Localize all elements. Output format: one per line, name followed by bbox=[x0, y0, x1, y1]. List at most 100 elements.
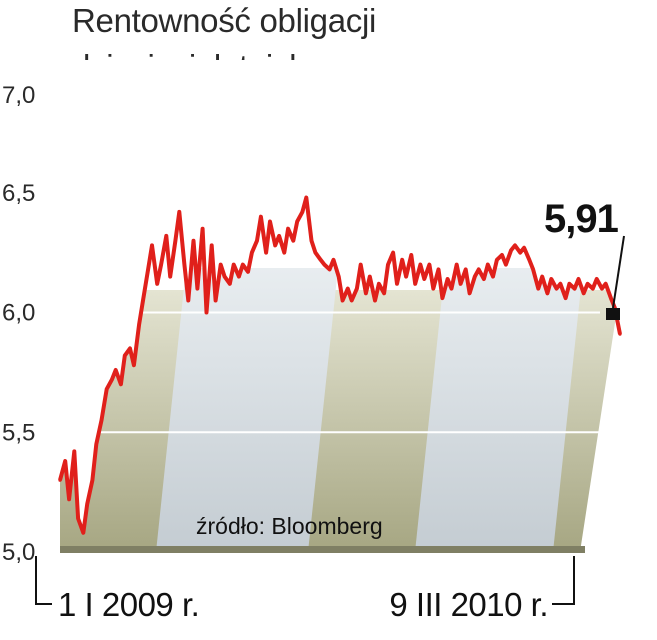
data-point-21 bbox=[155, 282, 159, 286]
x-axis: 1 I 2009 r. 9 III 2010 r. bbox=[35, 556, 575, 623]
data-point-83 bbox=[436, 267, 441, 271]
y-tick-label: 5,0 bbox=[2, 539, 35, 566]
data-point-26 bbox=[177, 210, 181, 214]
data-point-33 bbox=[210, 243, 214, 247]
data-point-25 bbox=[173, 239, 177, 243]
data-point-34 bbox=[214, 298, 218, 303]
data-point-1 bbox=[63, 459, 67, 463]
data-point-77 bbox=[409, 253, 413, 257]
x-tick-label-start: 1 I 2009 r. bbox=[58, 586, 199, 623]
data-point-70 bbox=[377, 282, 381, 286]
data-point-52 bbox=[295, 219, 299, 224]
data-point-67 bbox=[364, 291, 368, 295]
data-point-60 bbox=[331, 258, 336, 262]
data-point-84 bbox=[440, 296, 444, 300]
area-mask-left bbox=[40, 60, 60, 560]
data-point-88 bbox=[459, 282, 463, 286]
data-point-10 bbox=[105, 387, 109, 391]
data-point-82 bbox=[431, 287, 435, 291]
y-tick-label: 6,5 bbox=[2, 180, 35, 207]
data-point-32 bbox=[204, 310, 209, 315]
data-point-71 bbox=[382, 291, 386, 295]
data-point-27 bbox=[182, 263, 186, 267]
data-point-39 bbox=[237, 275, 241, 279]
data-point-61 bbox=[337, 275, 341, 279]
data-point-7 bbox=[90, 478, 94, 482]
data-point-116 bbox=[586, 282, 590, 286]
data-point-90 bbox=[468, 291, 472, 295]
last-value-marker bbox=[606, 308, 620, 320]
data-point-37 bbox=[228, 282, 232, 286]
band-blue-2 bbox=[415, 268, 583, 552]
data-point-91 bbox=[473, 275, 477, 279]
data-point-59 bbox=[328, 267, 332, 271]
y-tick-label: 5,5 bbox=[2, 419, 35, 446]
data-point-17 bbox=[137, 322, 141, 327]
data-point-41 bbox=[246, 270, 250, 274]
data-point-29 bbox=[191, 239, 196, 243]
data-point-9 bbox=[99, 418, 104, 422]
data-point-13 bbox=[119, 382, 123, 386]
data-point-109 bbox=[554, 287, 559, 291]
data-point-0 bbox=[58, 478, 62, 482]
data-point-38 bbox=[232, 263, 236, 267]
area-floor-edge bbox=[40, 546, 585, 553]
data-point-44 bbox=[259, 215, 263, 219]
data-point-30 bbox=[195, 287, 199, 291]
data-point-113 bbox=[573, 287, 577, 291]
data-point-89 bbox=[464, 267, 468, 271]
data-point-65 bbox=[355, 287, 359, 291]
data-point-50 bbox=[286, 227, 290, 231]
data-point-96 bbox=[495, 258, 499, 262]
data-point-20 bbox=[150, 243, 154, 247]
band-blue-1 bbox=[156, 268, 338, 552]
data-point-14 bbox=[123, 354, 127, 358]
data-point-103 bbox=[527, 258, 531, 262]
x-tick-label-end: 9 III 2010 r. bbox=[389, 586, 548, 623]
plot-background bbox=[40, 268, 620, 553]
data-point-102 bbox=[522, 246, 526, 250]
data-point-112 bbox=[567, 282, 572, 286]
series-layer bbox=[40, 60, 622, 560]
y-tick-label: 7,0 bbox=[2, 82, 35, 109]
data-point-58 bbox=[322, 263, 326, 267]
data-point-64 bbox=[350, 298, 354, 303]
data-point-101 bbox=[518, 251, 522, 255]
x-axis-bracket-left bbox=[35, 556, 52, 605]
data-point-118 bbox=[595, 277, 599, 281]
data-point-95 bbox=[491, 275, 495, 279]
data-point-49 bbox=[282, 251, 286, 255]
data-point-24 bbox=[168, 275, 172, 279]
data-point-56 bbox=[313, 251, 317, 255]
last-value-pointer bbox=[612, 235, 625, 309]
data-point-121 bbox=[609, 296, 613, 300]
area-mask bbox=[60, 60, 620, 533]
data-point-78 bbox=[413, 282, 417, 286]
data-point-115 bbox=[582, 291, 586, 295]
data-point-80 bbox=[422, 277, 426, 281]
data-point-106 bbox=[540, 275, 544, 279]
data-point-18 bbox=[141, 298, 145, 303]
data-point-12 bbox=[114, 368, 118, 372]
data-point-119 bbox=[600, 287, 604, 291]
data-point-47 bbox=[273, 243, 277, 247]
data-point-75 bbox=[400, 258, 404, 262]
data-point-93 bbox=[482, 277, 486, 281]
data-point-117 bbox=[591, 287, 595, 291]
data-point-98 bbox=[504, 263, 508, 267]
data-point-36 bbox=[223, 275, 227, 279]
data-point-5 bbox=[81, 531, 85, 535]
data-point-66 bbox=[359, 263, 363, 267]
data-point-11 bbox=[110, 378, 114, 382]
data-point-45 bbox=[264, 251, 268, 255]
data-point-107 bbox=[545, 291, 550, 295]
data-point-81 bbox=[427, 263, 431, 267]
data-point-104 bbox=[531, 267, 535, 271]
data-point-43 bbox=[255, 239, 259, 243]
data-point-35 bbox=[219, 263, 223, 267]
data-point-48 bbox=[277, 234, 281, 238]
data-point-114 bbox=[576, 277, 581, 281]
data-point-92 bbox=[477, 267, 481, 271]
data-point-85 bbox=[446, 277, 450, 281]
